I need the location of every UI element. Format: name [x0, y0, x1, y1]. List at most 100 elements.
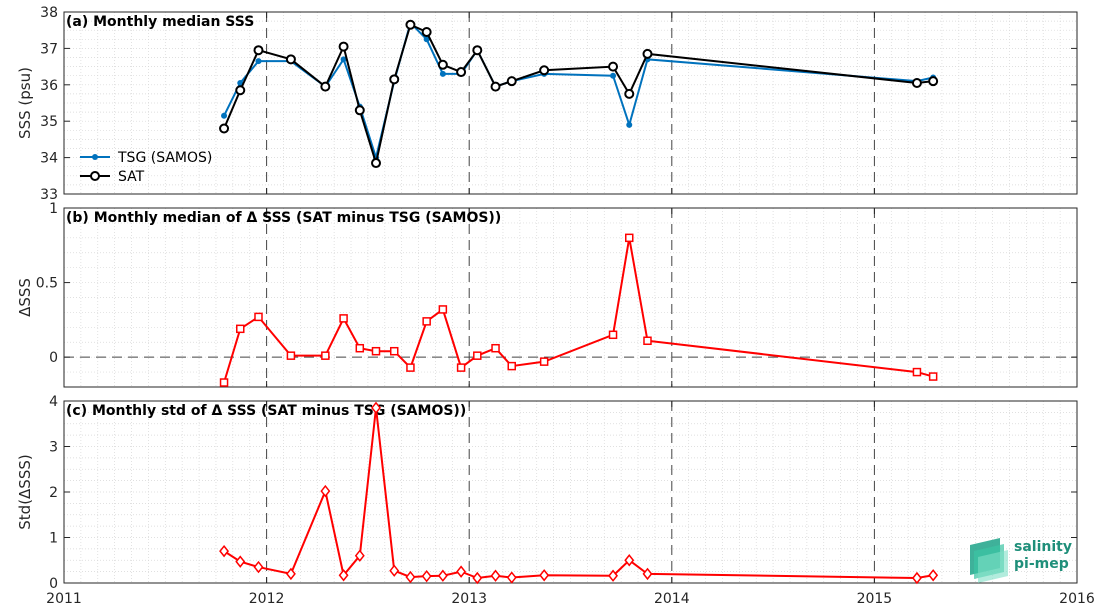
data-point — [254, 312, 263, 322]
panel-b: 0 0.5 1 ΔSSS (b) Monthly median of Δ SSS (SA… — [16, 201, 1078, 388]
data-point — [608, 61, 619, 72]
data-point — [439, 70, 446, 77]
data-point — [456, 67, 467, 78]
data-point — [253, 45, 264, 56]
data-point — [456, 363, 466, 372]
x-tick-label: 2015 — [857, 591, 893, 607]
data-point — [473, 351, 482, 360]
data-point — [490, 81, 501, 92]
logo-line1: salinity — [1014, 539, 1072, 555]
y-tick-label: 1 — [49, 531, 58, 547]
data-point — [456, 565, 467, 578]
x-tick-label: 2016 — [1059, 591, 1095, 607]
data-point — [371, 401, 381, 415]
data-point — [423, 36, 430, 43]
data-point — [255, 58, 262, 65]
data-point — [389, 346, 399, 356]
data-point — [354, 105, 365, 116]
data-point — [320, 81, 331, 92]
data-point — [285, 54, 296, 65]
y-tick-label: 36 — [40, 78, 58, 94]
x-tick-label: 2011 — [46, 591, 82, 607]
data-point — [438, 305, 448, 314]
data-point — [506, 76, 517, 87]
data-point — [321, 351, 330, 360]
data-point — [219, 544, 230, 558]
y-axis-label: ΔSSS — [16, 278, 34, 317]
y-tick-label: 33 — [40, 187, 58, 203]
legend-marker-sat — [90, 171, 100, 181]
salinity-pi-mep-logo: salinity pi-mep — [970, 538, 1072, 583]
data-point — [626, 121, 633, 128]
data-point — [421, 569, 432, 583]
legend-marker-tsg — [92, 154, 98, 160]
logo-line2: pi-mep — [1014, 556, 1069, 572]
y-tick-label: 1 — [49, 201, 58, 217]
data-point — [338, 41, 349, 52]
data-point — [371, 346, 381, 356]
data-point — [539, 569, 550, 582]
data-point — [355, 343, 365, 353]
data-point — [911, 571, 922, 585]
data-point — [507, 361, 516, 371]
data-point — [371, 158, 382, 169]
data-point — [338, 569, 349, 582]
y-tick-label: 0.5 — [36, 276, 58, 292]
y-tick-label: 37 — [40, 41, 58, 57]
data-point — [928, 569, 939, 582]
data-point — [219, 123, 230, 134]
data-point — [624, 88, 635, 99]
data-point — [642, 567, 653, 581]
data-point — [912, 367, 922, 377]
legend-label-sat: SAT — [118, 169, 145, 185]
y-tick-label: 34 — [40, 151, 58, 167]
data-point — [339, 314, 348, 323]
data-point — [235, 85, 246, 96]
legend-label-tsg: TSG (SAMOS) — [117, 150, 212, 166]
panel-title: (b) Monthly median of Δ SSS (SAT minus T… — [66, 210, 501, 226]
data-point — [643, 336, 652, 346]
data-point — [491, 343, 500, 353]
y-tick-label: 4 — [49, 394, 58, 410]
data-point — [253, 560, 264, 574]
data-point — [539, 357, 549, 366]
data-point — [219, 378, 229, 387]
data-point — [608, 569, 619, 582]
series-line — [223, 407, 934, 580]
data-point — [421, 27, 432, 38]
y-tick-label: 0 — [49, 576, 58, 592]
x-tick-label: 2012 — [249, 591, 285, 607]
data-point — [437, 569, 448, 582]
data-point — [236, 324, 245, 334]
data-point — [624, 554, 635, 567]
data-point — [354, 549, 365, 562]
data-point — [610, 72, 617, 79]
data-point — [235, 555, 246, 568]
panel-title: (c) Monthly std of Δ SSS (SAT minus TSG … — [66, 403, 466, 419]
data-point — [490, 569, 501, 582]
y-tick-label: 35 — [40, 114, 58, 130]
data-point — [285, 567, 296, 581]
data-point — [405, 19, 416, 30]
data-point — [389, 74, 400, 85]
data-point — [642, 48, 653, 59]
data-point — [389, 564, 400, 577]
data-point — [928, 76, 939, 87]
y-axis-label: Std(ΔSSS) — [16, 454, 34, 529]
data-point — [422, 317, 431, 326]
data-point — [625, 233, 634, 243]
legend: TSG (SAMOS) SAT — [80, 150, 212, 185]
series-line — [223, 237, 934, 383]
data-point — [340, 56, 347, 63]
x-tick-label: 2014 — [654, 591, 690, 607]
data-point — [911, 77, 922, 88]
y-tick-label: 0 — [49, 350, 58, 366]
panel-a: 33 34 35 36 37 38 SSS (psu) (a) Monthly median … — [16, 5, 1078, 203]
data-point — [472, 571, 483, 585]
axes-box — [63, 11, 1078, 195]
y-tick-label: 2 — [49, 485, 58, 501]
panel-title: (a) Monthly median SSS — [66, 14, 254, 30]
y-axis-label: SSS (psu) — [16, 67, 34, 139]
y-tick-label: 3 — [49, 440, 58, 456]
